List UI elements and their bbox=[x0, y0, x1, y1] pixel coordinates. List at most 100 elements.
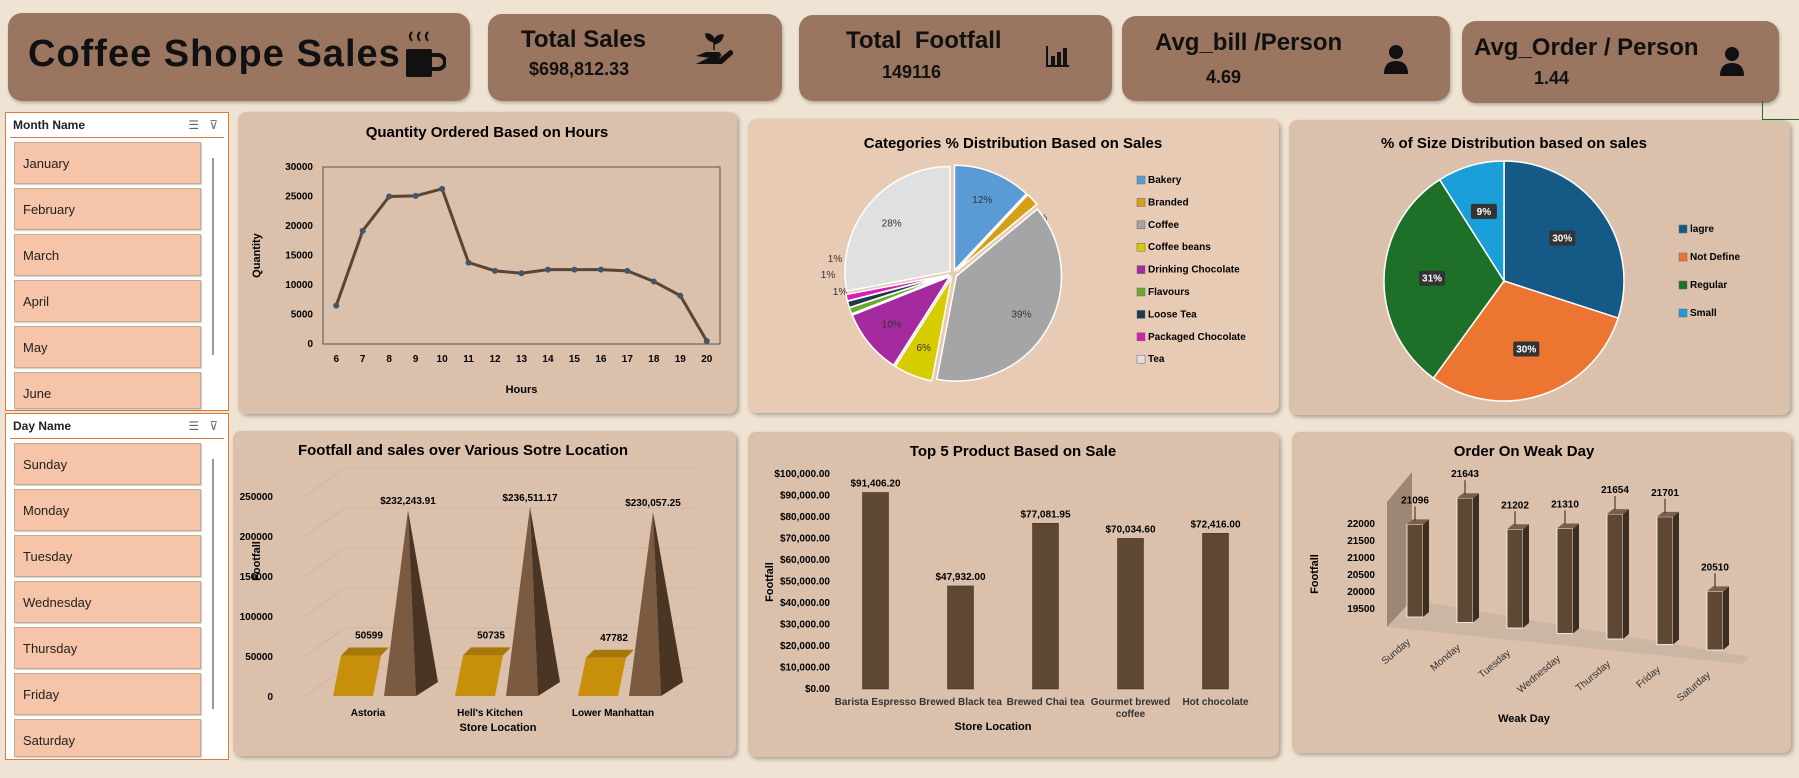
legend-label: Packaged Chocolate bbox=[1148, 332, 1246, 343]
multi-select-icon[interactable]: ☰ bbox=[188, 118, 200, 132]
slicer-item-saturday[interactable]: Saturday bbox=[14, 719, 201, 757]
bar-side bbox=[1473, 493, 1479, 623]
data-label: 21654 bbox=[1601, 485, 1629, 496]
slicer-item-tuesday[interactable]: Tuesday bbox=[14, 535, 201, 577]
footfall-bar-top bbox=[463, 647, 511, 656]
legend-swatch bbox=[1678, 224, 1688, 234]
x-tick-label: 9 bbox=[413, 354, 419, 365]
x-tick-label: Saturday bbox=[1675, 670, 1713, 704]
avg-bill-value: 4.69 bbox=[1206, 67, 1242, 87]
data-label: $72,416.00 bbox=[1190, 519, 1240, 530]
slicer-item-thursday[interactable]: Thursday bbox=[14, 627, 201, 669]
y-tick-label: 19500 bbox=[1347, 604, 1375, 615]
x-tick-label: 20 bbox=[701, 354, 713, 365]
series-line bbox=[334, 187, 709, 342]
x-tick-label: 18 bbox=[648, 354, 660, 365]
slicer-item-monday[interactable]: Monday bbox=[14, 489, 201, 531]
pie-slice bbox=[935, 208, 1063, 382]
y-tick-label: 22000 bbox=[1347, 519, 1375, 530]
legend-label: Coffee bbox=[1148, 220, 1180, 231]
sales-pyramid-front bbox=[506, 506, 538, 696]
slicer-item-march[interactable]: March bbox=[14, 234, 201, 276]
x-tick-label: Astoria bbox=[351, 708, 386, 719]
slicer-item-wednesday[interactable]: Wednesday bbox=[14, 581, 201, 623]
x-tick-label: 15 bbox=[569, 354, 581, 365]
pie-slice bbox=[1438, 160, 1505, 284]
data-label: 30% bbox=[1552, 234, 1572, 245]
bar-front bbox=[1706, 591, 1724, 651]
data-label: 21202 bbox=[1501, 500, 1529, 511]
y-tick-label: 50000 bbox=[245, 652, 273, 663]
data-label: 31% bbox=[1422, 274, 1442, 285]
bar-side bbox=[1573, 523, 1579, 634]
footfall-value: 149116 bbox=[882, 62, 942, 82]
footfall-data-label: 50735 bbox=[477, 630, 505, 641]
total-sales-value: $698,812.33 bbox=[529, 59, 630, 79]
slicer-item-june[interactable]: June bbox=[14, 372, 201, 409]
person-icon bbox=[1720, 47, 1744, 76]
data-label: 20510 bbox=[1701, 562, 1729, 573]
y-tick-label: 250000 bbox=[240, 492, 274, 503]
data-label: 10% bbox=[882, 320, 902, 331]
bar-top bbox=[1657, 511, 1679, 517]
footfall-bar-front bbox=[578, 657, 626, 696]
slicer-item-april[interactable]: April bbox=[14, 280, 201, 322]
sales-pyramid-side bbox=[408, 510, 438, 696]
legend-swatch bbox=[1678, 308, 1688, 318]
clear-filter-icon[interactable]: ⊽ bbox=[209, 118, 218, 132]
x-tick-label: Sunday bbox=[1380, 637, 1413, 667]
data-label: 1% bbox=[821, 270, 836, 281]
slicer-scrollbar[interactable] bbox=[212, 459, 214, 709]
slicer-title: Month Name bbox=[13, 118, 85, 132]
bar-front bbox=[1656, 516, 1674, 645]
slicer-scrollbar[interactable] bbox=[212, 158, 214, 355]
gridline bbox=[304, 547, 346, 577]
slicer-item-february[interactable]: February bbox=[14, 188, 201, 230]
sales-pyramid-side bbox=[653, 511, 683, 696]
y-tick-label: 0 bbox=[267, 692, 273, 703]
dashboard-title: Coffee Shope Sales bbox=[28, 33, 401, 75]
slicer-tools: ☰ ⊽ bbox=[188, 419, 218, 433]
y-tick-label: 20000 bbox=[285, 221, 313, 232]
slicer-item-friday[interactable]: Friday bbox=[14, 673, 201, 715]
slicer-item-sunday[interactable]: Sunday bbox=[14, 443, 201, 485]
y-tick-label: $10,000.00 bbox=[780, 663, 830, 674]
day-slicer[interactable]: Day Name ☰ ⊽ Sunday Monday Tuesday Wedne… bbox=[5, 413, 229, 760]
x-tick-label: 8 bbox=[386, 354, 392, 365]
data-label-box bbox=[1470, 203, 1497, 219]
x-tick-label: 13 bbox=[516, 354, 528, 365]
avg-order-value: 1.44 bbox=[1534, 68, 1570, 88]
multi-select-icon[interactable]: ☰ bbox=[188, 419, 200, 433]
clear-filter-icon[interactable]: ⊽ bbox=[209, 419, 218, 433]
data-point bbox=[359, 227, 366, 234]
x-tick-label: 11 bbox=[463, 354, 474, 365]
y-tick-label: 10000 bbox=[285, 280, 313, 291]
legend-swatch bbox=[1136, 242, 1146, 252]
x-tick-label: Wednesday bbox=[1516, 653, 1563, 695]
avg-order-card: Avg_Order / Person 1.44 bbox=[1462, 21, 1779, 103]
legend-label: Coffee beans bbox=[1148, 242, 1211, 253]
bar-front bbox=[1506, 528, 1524, 629]
slicer-item-may[interactable]: May bbox=[14, 326, 201, 368]
data-point bbox=[703, 338, 710, 345]
slicer-item-january[interactable]: January bbox=[14, 142, 201, 184]
data-point bbox=[650, 278, 657, 285]
total-sales-label: Total Sales bbox=[521, 26, 646, 53]
y-tick-label: $30,000.00 bbox=[780, 620, 830, 631]
x-tick-label: Friday bbox=[1635, 664, 1663, 690]
store-bar-chart: Footfall and sales over Various Sotre Lo… bbox=[240, 442, 695, 734]
x-tick-label: Gourmet brewed bbox=[1091, 697, 1170, 708]
x-axis-label: Weak Day bbox=[1498, 713, 1551, 725]
bar-top bbox=[1557, 523, 1579, 529]
data-label-box bbox=[1513, 341, 1540, 357]
bar-front bbox=[1556, 528, 1574, 634]
month-slicer[interactable]: Month Name ☰ ⊽ January February March Ap… bbox=[5, 112, 229, 411]
gridline bbox=[304, 587, 346, 617]
y-tick-label: $100,000.00 bbox=[774, 469, 830, 480]
data-label: 12% bbox=[972, 195, 992, 206]
chart-title: Order On Weak Day bbox=[1454, 443, 1595, 460]
y-tick-label: 15000 bbox=[285, 251, 313, 262]
footfall-data-label: 47782 bbox=[600, 633, 628, 644]
y-tick-label: $0.00 bbox=[805, 684, 830, 695]
legend-label: Branded bbox=[1148, 197, 1189, 208]
